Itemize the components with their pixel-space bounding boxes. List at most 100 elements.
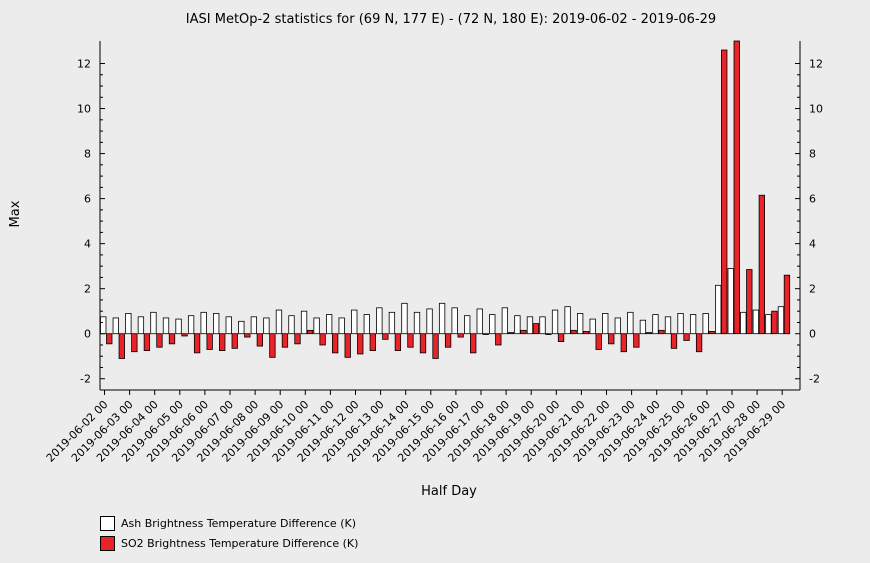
so2-bar-16 xyxy=(306,329,314,335)
so2-bar-2 xyxy=(131,333,138,353)
legend-swatch-ash xyxy=(100,515,115,531)
ash-bar-48 xyxy=(702,313,709,335)
ash-bar-1 xyxy=(112,317,119,335)
so2-bar-6 xyxy=(181,333,188,337)
so2-bar-17 xyxy=(319,333,326,346)
y-axis-label: Max xyxy=(8,200,23,227)
so2-bar-34 xyxy=(532,323,540,335)
ash-bar-22 xyxy=(376,307,383,335)
ash-bar-34 xyxy=(526,316,534,335)
ash-bar-17 xyxy=(313,317,320,335)
so2-bar-51 xyxy=(746,269,753,335)
ash-bar-47 xyxy=(689,314,697,335)
y-tick-label-left: 10 xyxy=(77,103,91,116)
ash-bar-20 xyxy=(351,309,358,335)
y-tick-label-left: 6 xyxy=(84,193,91,206)
chart-title: IASI MetOp-2 statistics for (69 N, 177 E… xyxy=(186,12,716,27)
so2-bar-14 xyxy=(281,333,289,348)
ash-bar-38 xyxy=(577,313,584,335)
so2-bar-15 xyxy=(294,333,301,345)
so2-bar-8 xyxy=(206,333,213,350)
so2-bar-25 xyxy=(419,333,427,354)
so2-bar-29 xyxy=(470,333,477,354)
so2-bar-23 xyxy=(394,333,402,351)
x-axis-label: Half Day xyxy=(421,484,477,499)
ash-bar-3 xyxy=(137,316,145,335)
ash-bar-15 xyxy=(288,315,295,335)
so2-bar-30 xyxy=(482,333,489,335)
ash-bar-53 xyxy=(765,314,772,335)
ash-bar-31 xyxy=(489,314,496,335)
so2-bar-40 xyxy=(608,333,615,345)
legend-label-ash: Ash Brightness Temperature Difference (K… xyxy=(121,516,356,530)
ash-bar-42 xyxy=(627,311,634,335)
so2-bar-45 xyxy=(670,333,678,349)
y-tick-label-right: 10 xyxy=(809,103,823,116)
so2-bar-13 xyxy=(269,333,276,358)
ash-bar-51 xyxy=(740,311,747,335)
so2-bar-0 xyxy=(106,333,113,345)
ash-bar-45 xyxy=(664,316,672,335)
ash-bar-37 xyxy=(564,306,571,335)
so2-bar-20 xyxy=(357,333,364,355)
so2-bar-50 xyxy=(733,40,740,335)
ash-bar-6 xyxy=(175,318,182,335)
ash-bar-43 xyxy=(639,319,647,335)
y-tick-label-left: -2 xyxy=(80,373,91,386)
ash-bar-26 xyxy=(426,308,433,335)
ash-bar-8 xyxy=(200,311,207,335)
so2-bar-38 xyxy=(583,331,590,335)
y-tick-label-left: 0 xyxy=(84,328,91,341)
y-tick-label-right: -2 xyxy=(809,373,820,386)
so2-bar-5 xyxy=(168,333,176,345)
so2-bar-41 xyxy=(620,333,627,353)
ash-bar-28 xyxy=(451,307,458,335)
y-tick-label-left: 12 xyxy=(77,58,91,71)
ash-bar-2 xyxy=(125,313,132,335)
ash-bar-54 xyxy=(777,306,785,335)
so2-bar-10 xyxy=(231,333,238,349)
so2-bar-48 xyxy=(708,331,715,335)
so2-bar-18 xyxy=(331,333,339,354)
ash-bar-24 xyxy=(401,302,408,335)
so2-bar-19 xyxy=(344,333,351,358)
ash-bar-7 xyxy=(187,315,195,335)
so2-bar-39 xyxy=(595,333,602,350)
ash-bar-19 xyxy=(338,317,345,335)
ash-bar-16 xyxy=(300,310,308,335)
so2-bar-42 xyxy=(633,333,640,348)
so2-bar-11 xyxy=(244,333,251,338)
so2-bar-35 xyxy=(545,333,552,335)
ash-bar-40 xyxy=(602,313,609,335)
legend: Ash Brightness Temperature Difference (K… xyxy=(100,513,358,553)
ash-bar-29 xyxy=(464,315,471,335)
so2-bar-32 xyxy=(507,332,515,335)
ash-bar-44 xyxy=(652,314,659,335)
so2-bar-27 xyxy=(444,333,452,348)
ash-bar-27 xyxy=(438,302,446,335)
so2-bar-36 xyxy=(557,333,565,342)
ash-bar-32 xyxy=(501,307,509,335)
so2-bar-1 xyxy=(118,333,125,359)
ash-bar-23 xyxy=(388,311,396,335)
so2-bar-33 xyxy=(520,329,527,335)
y-tick-label-right: 2 xyxy=(809,283,816,296)
y-tick-label-left: 8 xyxy=(84,148,91,161)
so2-bar-31 xyxy=(495,333,502,346)
legend-swatch-so2 xyxy=(100,535,115,551)
legend-label-so2: SO2 Brightness Temperature Difference (K… xyxy=(121,536,359,550)
y-tick-label-right: 8 xyxy=(809,148,816,161)
so2-bar-53 xyxy=(771,310,778,335)
ash-bar-52 xyxy=(752,309,759,335)
so2-bar-44 xyxy=(658,329,665,335)
ash-bar-35 xyxy=(539,316,546,335)
so2-bar-21 xyxy=(369,333,376,351)
so2-bar-26 xyxy=(432,333,439,359)
ash-bar-50 xyxy=(727,268,734,335)
so2-bar-28 xyxy=(457,333,464,338)
y-tick-label-left: 4 xyxy=(84,238,91,251)
y-tick-label-right: 0 xyxy=(809,328,816,341)
y-tick-label-right: 4 xyxy=(809,238,816,251)
